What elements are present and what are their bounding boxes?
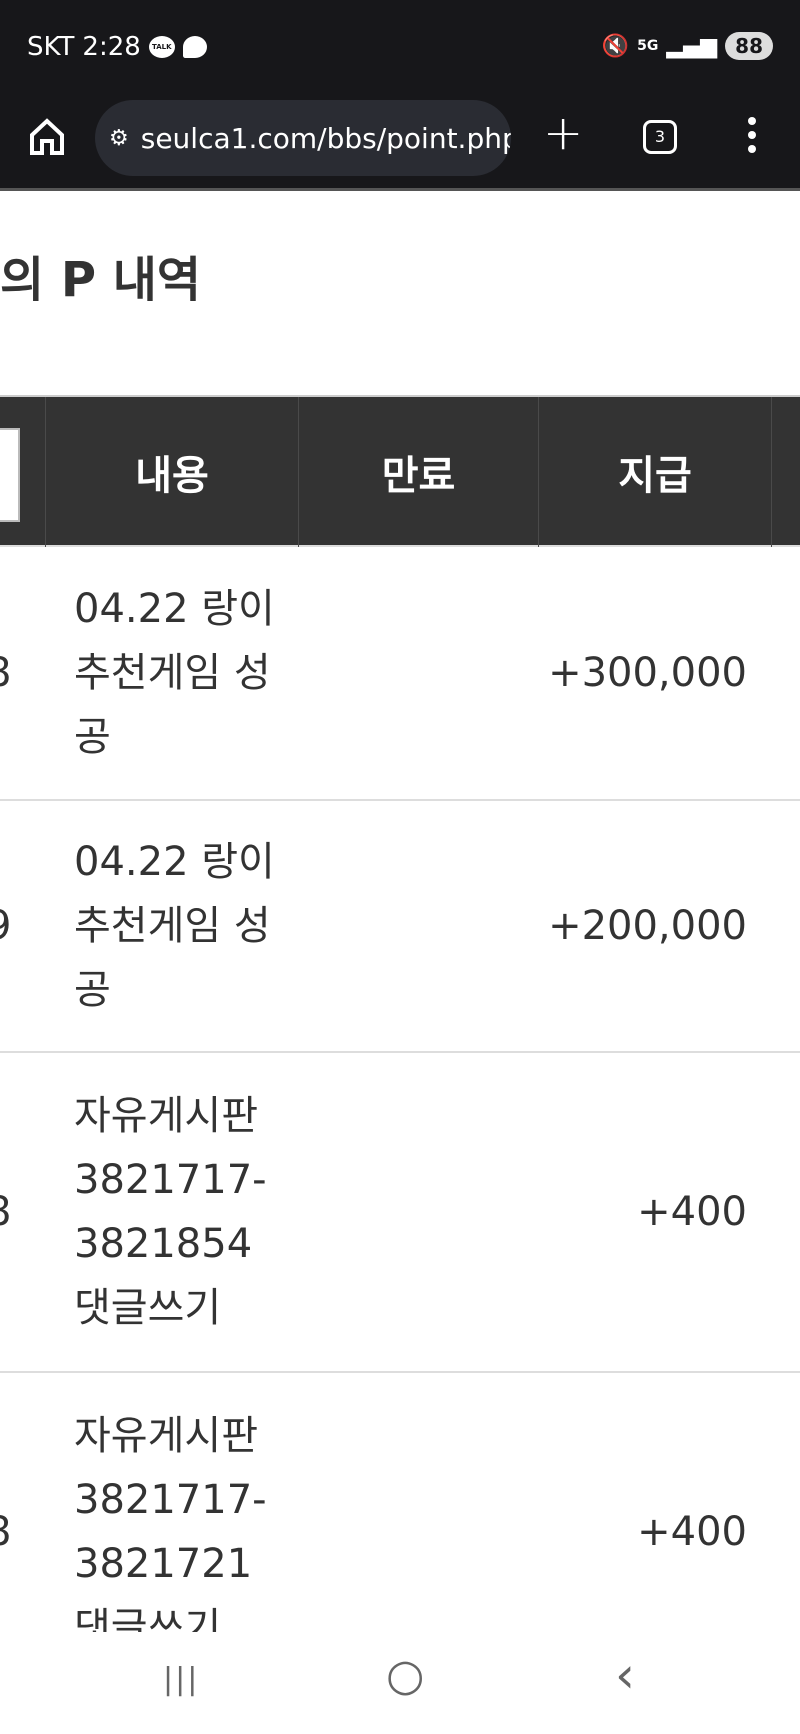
recents-icon[interactable]: ||| xyxy=(163,1662,200,1697)
row-amount: +300,000 xyxy=(548,650,747,696)
header-content: 내용 xyxy=(46,397,299,547)
row-content: 자유게시판 3821717-3821854 댓글쓰기 xyxy=(74,1093,267,1331)
row-left-value: 8 xyxy=(0,650,11,696)
clock: 2:28 xyxy=(82,32,141,62)
home-icon[interactable] xyxy=(28,117,66,157)
table-row: 9 04.22 랑이 추천게임 성공 +200,000 xyxy=(0,801,800,1053)
new-tab-icon[interactable]: + xyxy=(543,105,584,161)
status-bar: SKT 2:28 TALK 🔇 5G ▂▄▆ 88 xyxy=(0,0,800,95)
url-text[interactable]: seulca1.com/bbs/point.php xyxy=(140,121,511,155)
browser-toolbar: ⚙ seulca1.com/bbs/point.php + 3 xyxy=(0,95,800,191)
kakaotalk-icon: TALK xyxy=(148,36,175,58)
system-nav-bar: ||| ○ ‹ xyxy=(0,1632,800,1734)
home-nav-icon[interactable]: ○ xyxy=(386,1650,425,1701)
table-header: 내용 만료 지급 xyxy=(0,395,800,547)
back-icon[interactable]: ‹ xyxy=(615,1646,635,1704)
header-amount: 지급 xyxy=(539,397,772,547)
row-left-value: 8 xyxy=(0,1189,11,1235)
row-content: 04.22 랑이 추천게임 성공 xyxy=(74,839,275,1013)
mute-icon: 🔇 xyxy=(601,33,630,59)
row-left-value: 8 xyxy=(0,1509,11,1555)
page-title: 의 P 내역 xyxy=(0,252,202,308)
table-row: 8 자유게시판 3821717-3821854 댓글쓰기 +400 xyxy=(0,1053,800,1373)
site-settings-icon[interactable]: ⚙ xyxy=(109,125,129,151)
row-content: 04.22 랑이 추천게임 성공 xyxy=(74,586,275,760)
header-expire: 만료 xyxy=(299,397,539,547)
row-left-value: 9 xyxy=(0,903,11,949)
signal-icon: ▂▄▆ xyxy=(666,33,718,59)
threads-icon xyxy=(182,36,207,58)
row-content: 자유게시판 3821717-3821721 댓글쓰기 xyxy=(74,1413,267,1651)
5g-icon: 5G xyxy=(637,38,659,54)
battery-icon: 88 xyxy=(725,32,773,60)
row-amount: +400 xyxy=(637,1509,747,1555)
address-bar[interactable]: ⚙ seulca1.com/bbs/point.php xyxy=(95,100,511,176)
header-checkbox-col xyxy=(0,397,46,547)
table-row: 8 04.22 랑이 추천게임 성공 +300,000 xyxy=(0,547,800,801)
row-amount: +400 xyxy=(637,1189,747,1235)
carrier: SKT xyxy=(27,32,75,62)
row-amount: +200,000 xyxy=(548,903,747,949)
select-all-box[interactable] xyxy=(0,428,20,522)
more-icon[interactable] xyxy=(748,117,756,159)
tabs-icon[interactable]: 3 xyxy=(643,120,677,154)
